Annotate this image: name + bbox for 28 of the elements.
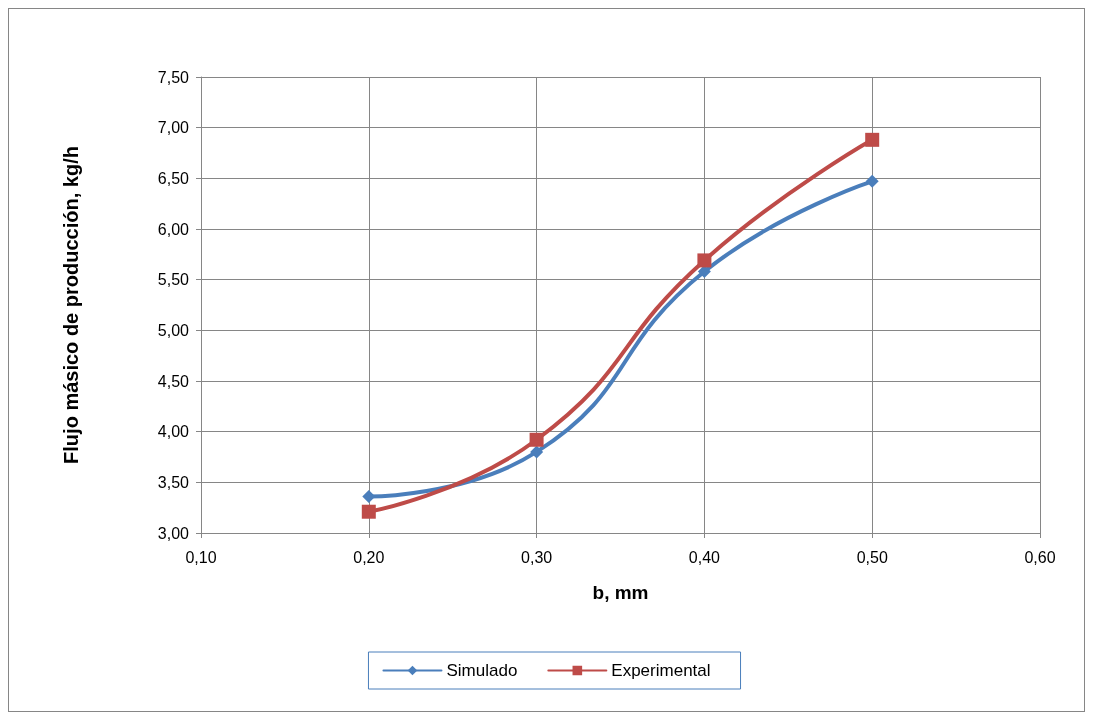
- y-tick-label: 3,00: [157, 524, 190, 542]
- y-tick-label: 4,50: [157, 372, 190, 390]
- point: [697, 265, 711, 279]
- x-tick-label: 0,10: [185, 548, 217, 566]
- point: [362, 490, 376, 504]
- point: [361, 504, 376, 519]
- y-tick-label: 5,00: [157, 321, 190, 339]
- y-tick-label: 3,50: [157, 473, 190, 491]
- x-tick-label: 0,30: [521, 548, 553, 566]
- y-tick-label: 7,00: [157, 119, 190, 137]
- legend-label: Simulado: [446, 661, 518, 680]
- x-tick-label: 0,60: [1024, 548, 1056, 566]
- point: [697, 253, 712, 268]
- y-axis-title: Flujo másico de producción, kg/h: [60, 146, 82, 464]
- y-tick-label: 4,00: [157, 423, 190, 441]
- y-tick-label: 5,50: [157, 271, 190, 289]
- y-tick-label: 6,50: [157, 169, 190, 187]
- point: [530, 445, 544, 459]
- x-tick-label: 0,20: [353, 548, 385, 566]
- y-tick-label: 7,50: [157, 68, 190, 86]
- legend-label: Experimental: [611, 661, 711, 680]
- point: [865, 132, 880, 147]
- point: [865, 174, 879, 188]
- point: [529, 432, 544, 447]
- y-tick-label: 6,00: [157, 220, 190, 238]
- x-axis-title: b, mm: [592, 582, 649, 603]
- x-tick-label: 0,40: [688, 548, 721, 566]
- x-tick-label: 0,50: [856, 548, 888, 566]
